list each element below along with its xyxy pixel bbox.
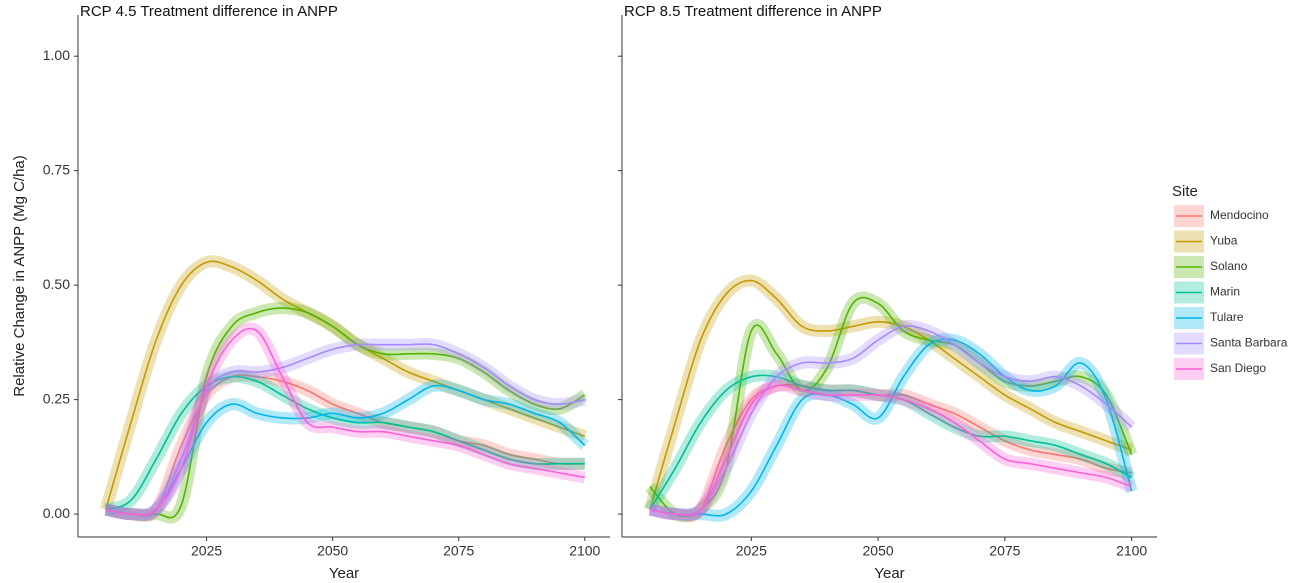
y-tick-label: 0.00 — [43, 505, 70, 521]
series-line — [105, 327, 585, 516]
series-line — [649, 338, 1133, 517]
legend-label: Tulare — [1210, 310, 1244, 324]
legend-label: Solano — [1210, 259, 1248, 273]
legend-label: Marin — [1210, 285, 1240, 299]
legend-label: San Diego — [1210, 361, 1266, 375]
series-line — [105, 374, 585, 517]
x-tick-label: 2100 — [569, 543, 600, 559]
chart-title: RCP 4.5 Treatment difference in ANPP — [80, 3, 338, 20]
legend-label: Mendocino — [1210, 208, 1269, 222]
x-tick-label: 2050 — [863, 543, 894, 559]
series-line — [649, 384, 1132, 517]
chart-title: RCP 8.5 Treatment difference in ANPP — [624, 3, 882, 20]
x-tick-label: 2100 — [1116, 543, 1147, 559]
legend-title: Site — [1172, 183, 1198, 200]
legend-label: Yuba — [1210, 234, 1238, 248]
y-axis-title: Relative Change in ANPP (Mg C/ha) — [11, 155, 28, 397]
x-axis-title: Year — [329, 565, 359, 582]
x-tick-label: 2050 — [317, 543, 348, 559]
x-tick-label: 2075 — [989, 543, 1020, 559]
legend-label: Santa Barbara — [1210, 336, 1288, 350]
series-line — [105, 307, 586, 519]
series-line — [649, 383, 1132, 517]
x-axis-title: Year — [874, 565, 904, 582]
series-line — [105, 375, 585, 511]
series-line — [105, 343, 585, 517]
x-tick-label: 2025 — [191, 543, 222, 559]
y-tick-label: 0.50 — [43, 276, 70, 292]
series-line — [649, 279, 1132, 510]
series-line — [649, 325, 1133, 516]
y-tick-label: 1.00 — [43, 47, 70, 63]
y-tick-label: 0.75 — [43, 161, 70, 177]
x-tick-label: 2025 — [736, 543, 767, 559]
y-tick-label: 0.25 — [43, 390, 70, 406]
x-tick-label: 2075 — [443, 543, 474, 559]
